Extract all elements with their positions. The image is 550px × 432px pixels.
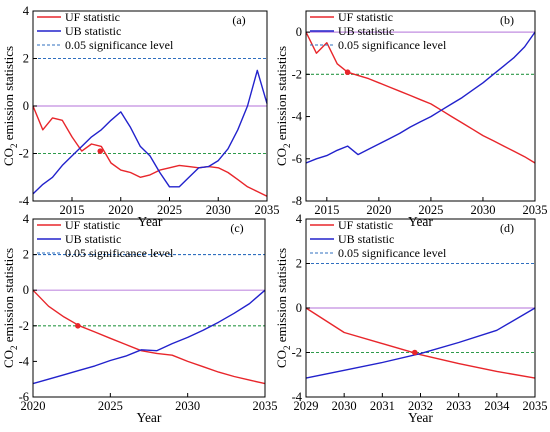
- y-tick-label: -4: [19, 194, 30, 208]
- ub-series-line: [305, 307, 536, 379]
- y-tick-label: -4: [292, 390, 303, 404]
- legend-label: 0.05 significance level: [65, 38, 174, 52]
- x-tick-label: 2035: [523, 399, 548, 413]
- legend-label: 0.05 significance level: [338, 246, 447, 260]
- ub-series-line: [305, 31, 536, 164]
- y-tick-label: 2: [23, 52, 29, 66]
- y-tick-label: 0: [296, 301, 302, 315]
- y-tick-label: 2: [23, 248, 29, 262]
- legend-label: UF statistic: [338, 218, 393, 232]
- x-axis-label: Year: [138, 214, 163, 229]
- x-tick-label: 2033: [446, 399, 471, 413]
- y-tick-label: 4: [296, 212, 303, 226]
- x-axis-label: Year: [408, 214, 433, 229]
- y-tick-label: -2: [19, 319, 29, 333]
- y-tick-label: -2: [292, 346, 302, 360]
- x-tick-label: 2025: [157, 203, 182, 217]
- x-tick-label: 2025: [418, 203, 443, 217]
- panel-label: (c): [230, 221, 243, 235]
- x-tick-label: 2030: [470, 203, 495, 217]
- crossing-point-marker: [344, 69, 351, 76]
- legend-label: UB statistic: [338, 232, 394, 246]
- x-tick-label: 2020: [21, 399, 46, 413]
- legend-label: UF statistic: [65, 10, 120, 24]
- panel-d: 2029 2030 2031 2032 2033 2034 2035 -4 -2 0 2 4 Year C…: [274, 212, 548, 425]
- y-tick-label: -4: [19, 354, 30, 368]
- ub-series-line: [32, 69, 268, 195]
- ub-series-line: [32, 289, 266, 385]
- uf-series-line: [32, 105, 268, 197]
- crossing-point-marker: [97, 148, 104, 154]
- y-tick-label: 4: [23, 4, 30, 18]
- legend-label: UB statistic: [338, 24, 394, 38]
- y-axis-label: CO2 emission statistics: [274, 248, 292, 368]
- y-axis-label: CO2 emission statistics: [274, 46, 292, 166]
- uf-series-line: [305, 31, 536, 164]
- legend-label: UF statistic: [338, 10, 393, 24]
- y-axis-label: CO2 emission statistics: [1, 46, 19, 166]
- crossing-point-marker: [75, 323, 81, 329]
- crossing-point-marker: [411, 349, 418, 356]
- legend-label: UF statistic: [65, 218, 120, 232]
- y-tick-label: 0: [296, 25, 302, 39]
- x-tick-label: 2029: [294, 399, 319, 413]
- panel-b: 2015 2020 2025 2030 2035 -8 -6 -4 -2 0 Year CO2 emi…: [274, 10, 548, 229]
- y-tick-label: -2: [292, 67, 302, 81]
- x-tick-label: 2031: [370, 399, 395, 413]
- legend-label: 0.05 significance level: [338, 38, 447, 52]
- x-tick-label: 2032: [408, 399, 433, 413]
- panel-label: (d): [500, 221, 514, 235]
- x-tick-label: 2035: [523, 203, 548, 217]
- uf-series-line: [32, 289, 266, 385]
- y-tick-label: 0: [23, 283, 29, 297]
- x-tick-label: 2030: [175, 399, 200, 413]
- x-axis-label: Year: [137, 410, 162, 425]
- legend-label: UB statistic: [65, 232, 121, 246]
- x-tick-label: 2020: [108, 203, 133, 217]
- x-tick-label: 2030: [206, 203, 231, 217]
- y-tick-label: -6: [19, 390, 29, 404]
- x-tick-label: 2025: [98, 399, 123, 413]
- legend-label: UB statistic: [65, 24, 121, 38]
- x-axis-label: Year: [408, 410, 433, 425]
- y-tick-label: -6: [292, 152, 302, 166]
- x-tick-label: 2030: [332, 399, 357, 413]
- y-tick-label: -8: [292, 194, 302, 208]
- y-tick-label: -4: [292, 110, 303, 124]
- plot-frame: [32, 218, 266, 398]
- y-axis-label: CO2 emission statistics: [1, 248, 19, 368]
- uf-series-line: [305, 307, 536, 379]
- y-tick-label: 0: [23, 99, 29, 113]
- y-tick-label: 2: [296, 257, 302, 271]
- plot-frame: [305, 10, 536, 202]
- panel-a: 2015 2020 2025 2030 2035 -4 -2 0 2 4 Year CO2 emiss…: [1, 4, 280, 229]
- y-tick-label: -2: [19, 147, 29, 161]
- panel-c: 2020 2025 2030 2035 -6 -4 -2 0 2 4 Year CO2 emissio…: [1, 212, 278, 425]
- x-tick-label: 2015: [60, 203, 85, 217]
- x-tick-label: 2035: [253, 399, 278, 413]
- x-tick-label: 2020: [366, 203, 391, 217]
- panel-label: (b): [500, 13, 514, 27]
- panel-label: (a): [232, 13, 245, 27]
- legend-label: 0.05 significance level: [65, 246, 174, 260]
- x-tick-label: 2015: [314, 203, 339, 217]
- x-tick-label: 2034: [484, 399, 510, 413]
- x-tick-label: 2035: [255, 203, 280, 217]
- y-tick-label: 4: [23, 212, 30, 226]
